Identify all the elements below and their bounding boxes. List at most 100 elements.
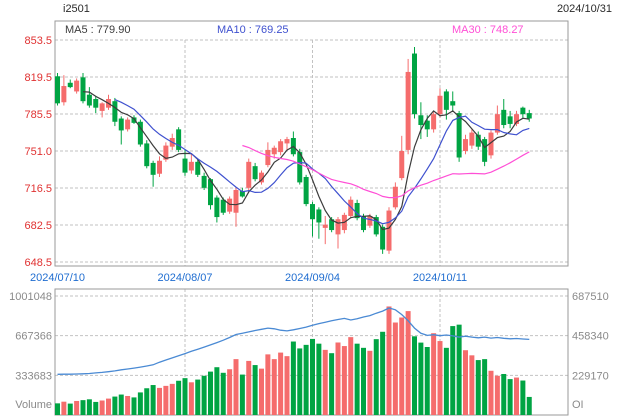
volume-bar (418, 342, 424, 415)
volume-bar (137, 392, 143, 415)
volume-bar (106, 398, 111, 415)
candle-body (201, 175, 207, 188)
volume-bar (520, 380, 526, 415)
volume-bar (380, 331, 386, 415)
candle-body (74, 80, 80, 92)
volume-bar (494, 375, 500, 415)
candle-body (150, 162, 156, 175)
candle-body (380, 226, 386, 250)
candle-body (137, 121, 143, 145)
volume-bar (367, 350, 373, 415)
volume-bar (112, 396, 118, 415)
volume-bar (443, 347, 449, 415)
candle-body (322, 224, 328, 228)
ma10-value-label: MA10 : 769.25 (217, 24, 289, 36)
volume-bar (214, 367, 220, 415)
volume-bar (322, 349, 328, 415)
volume-bar (176, 380, 182, 415)
volume-bar (354, 343, 360, 415)
candle-body (361, 215, 366, 231)
volume-axis-title: Volume (15, 399, 52, 411)
volume-bar (208, 371, 213, 415)
candle-body (278, 141, 284, 153)
candle-body (67, 82, 73, 88)
candle-body (271, 147, 277, 155)
candle-body (456, 113, 462, 158)
volume-bar (437, 341, 443, 415)
candle-body (188, 161, 194, 171)
price-panel-border (54, 20, 569, 267)
candle-body (195, 161, 201, 175)
volume-bar (163, 385, 169, 415)
candle-body (61, 86, 67, 103)
volume-bar (501, 373, 507, 415)
volume-bar (405, 311, 411, 415)
candle-body (131, 117, 137, 123)
candle-body (469, 132, 475, 146)
candle-body (80, 77, 86, 102)
volume-bar (456, 324, 462, 415)
price-axis-tick: 751.0 (24, 146, 52, 158)
volume-bar (482, 359, 488, 415)
current-date: 2024/10/31 (556, 3, 612, 15)
volume-bar (469, 355, 475, 415)
volume-bar (131, 397, 137, 415)
volume-bar (195, 379, 201, 415)
price-axis-tick: 716.5 (24, 183, 52, 195)
volume-bar (271, 359, 277, 415)
candle-body (329, 219, 335, 231)
volume-bar (265, 354, 271, 415)
candle-body (176, 129, 182, 150)
volume-bar (169, 383, 175, 415)
volume-bar (144, 388, 150, 415)
candle-body (418, 115, 424, 126)
candle-body (252, 166, 258, 180)
candle-body (354, 202, 360, 219)
candle-body (303, 176, 309, 205)
candle-body (526, 113, 532, 119)
candle-body (514, 114, 519, 124)
candle-body (373, 217, 379, 235)
volume-axis-tick: 1001048 (9, 291, 52, 303)
candle-body (239, 191, 245, 197)
date-axis-tick: 2024/07/10 (30, 272, 85, 284)
volume-bar (74, 400, 80, 415)
volume-bar (67, 403, 73, 415)
volume-bar (182, 378, 188, 415)
candle-body (494, 114, 500, 133)
volume-bar (297, 348, 303, 415)
volume-bar (412, 336, 417, 415)
open-interest-line (57, 307, 530, 375)
oi-axis-tick: 229170 (572, 370, 609, 382)
date-axis-tick: 2024/09/04 (285, 272, 340, 284)
volume-bar (348, 337, 354, 415)
volume-bar (99, 400, 105, 415)
candle-body (93, 99, 99, 108)
candle-body (399, 151, 405, 179)
date-axis-tick: 2024/08/07 (157, 272, 212, 284)
volume-bar (290, 341, 296, 415)
volume-bar (55, 403, 60, 415)
volume-bar (310, 338, 315, 415)
oi-axis-tick: 458340 (572, 331, 609, 343)
candle-body (233, 189, 239, 213)
candle-body (310, 204, 315, 220)
price-axis-tick: 819.5 (24, 72, 52, 84)
candle-body (157, 160, 162, 174)
volume-bar (329, 353, 335, 415)
volume-bar (526, 396, 532, 415)
ma30-line (242, 144, 530, 199)
open-interest-axis-title: OI (572, 399, 584, 411)
candle-body (265, 149, 271, 166)
candle-body (520, 107, 526, 115)
volume-bar (431, 333, 437, 415)
oi-axis-tick: 687510 (572, 291, 609, 303)
volume-bar (475, 360, 481, 415)
volume-bar (220, 372, 226, 415)
volume-bar (316, 343, 322, 415)
candle-body (284, 139, 290, 144)
volume-bar (118, 394, 124, 415)
ma30-value-label: MA30 : 748.27 (452, 24, 524, 36)
